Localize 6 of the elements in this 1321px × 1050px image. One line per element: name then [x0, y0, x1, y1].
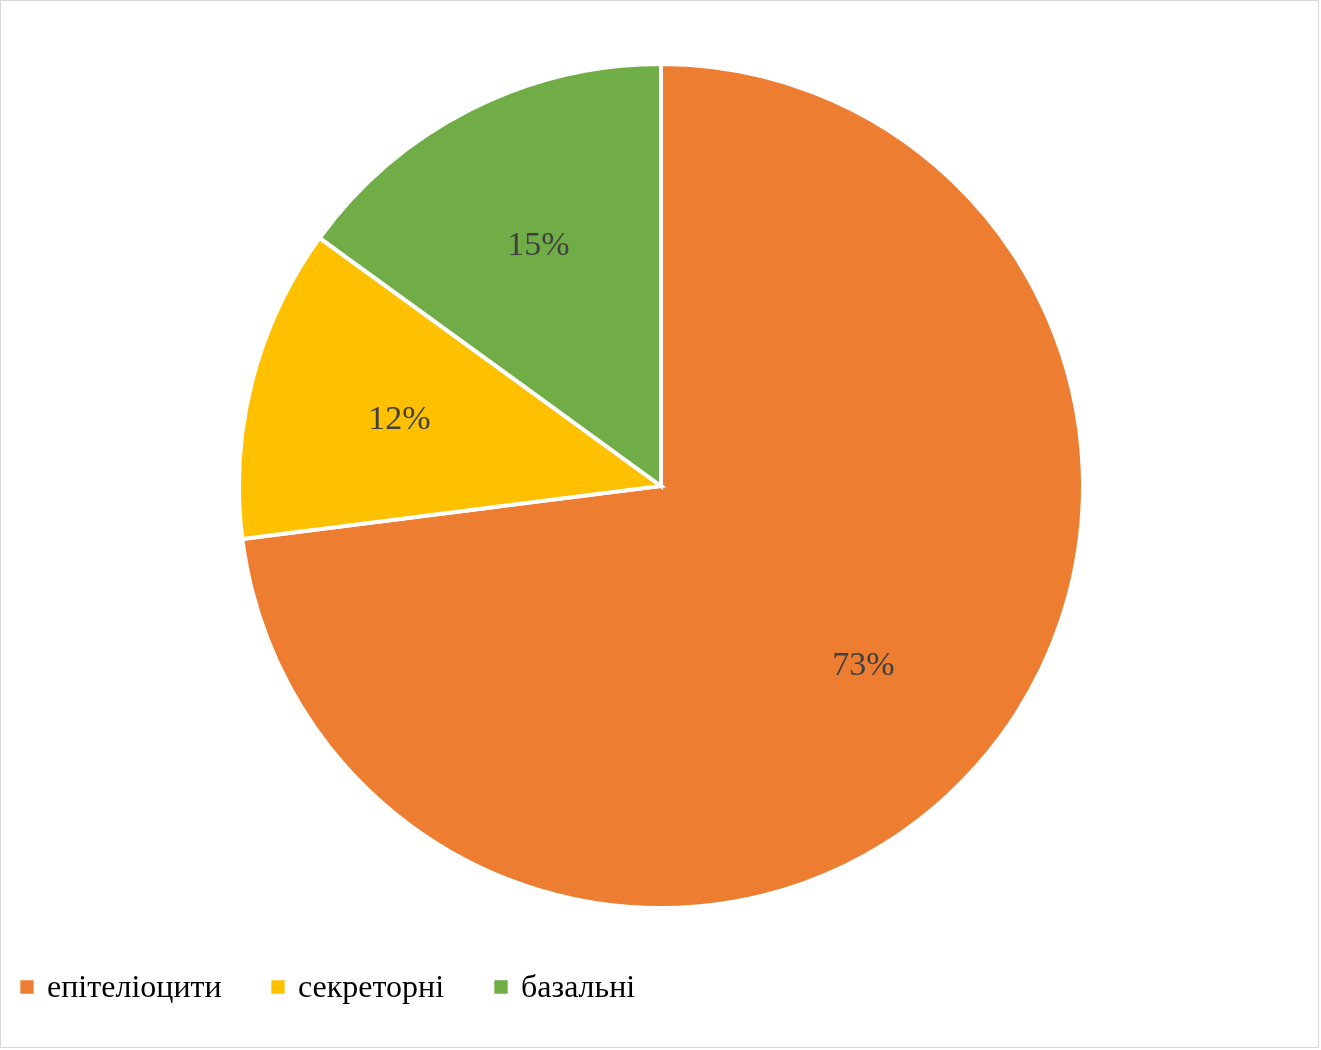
legend-label: базальні [521, 968, 636, 1004]
data-label: 15% [507, 225, 570, 263]
data-label: 73% [832, 644, 895, 682]
legend-label: епітеліоцити [47, 968, 222, 1004]
data-label: 12% [368, 398, 431, 436]
legend-label: секреторні [298, 968, 445, 1004]
